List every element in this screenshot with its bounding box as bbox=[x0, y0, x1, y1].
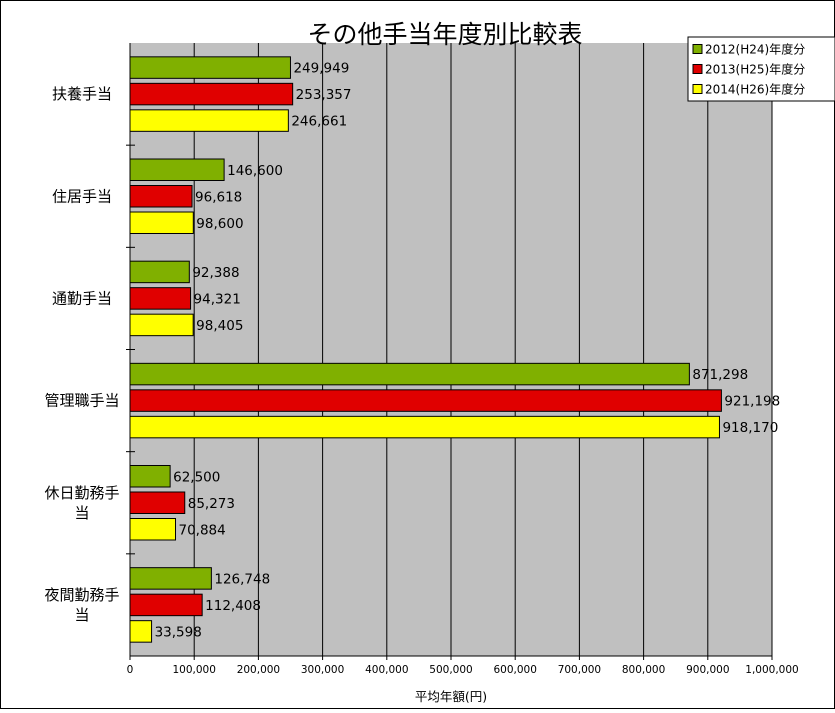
category-label: 住居手当 bbox=[52, 187, 112, 205]
data-label: 92,388 bbox=[192, 265, 239, 281]
x-axis-title: 平均年額(円) bbox=[415, 689, 487, 704]
category-label: 休日勤務手 bbox=[44, 484, 119, 502]
legend-items: 2012(H24)年度分 2013(H25)年度分 2014(H26)年度分 bbox=[692, 42, 805, 97]
bar bbox=[129, 362, 690, 386]
bar bbox=[129, 415, 720, 439]
data-label: 96,618 bbox=[195, 189, 242, 205]
category-label: 夜間勤務手 bbox=[44, 586, 119, 604]
bar bbox=[129, 158, 225, 181]
category-label: 扶養手当 bbox=[52, 85, 112, 103]
x-tick-label: 1,000,000 bbox=[745, 664, 798, 676]
legend-box bbox=[687, 36, 835, 102]
data-label: 246,661 bbox=[291, 114, 347, 130]
bar bbox=[129, 185, 193, 208]
bar-layer bbox=[129, 56, 722, 643]
category-label: 管理職手当 bbox=[44, 392, 119, 410]
x-tick-label: 500,000 bbox=[429, 664, 472, 676]
data-label: 146,600 bbox=[227, 163, 283, 179]
legend: 2012(H24)年度分 2013(H25)年度分 2014(H26)年度分 bbox=[687, 36, 835, 102]
data-label: 70,884 bbox=[179, 522, 226, 538]
axis-layer: 0 100,000 200,000 300,000 400,000 500,000 600,… bbox=[44, 43, 799, 676]
x-tick-label: 0 bbox=[127, 664, 134, 676]
bar bbox=[129, 518, 177, 541]
category-label: 通勤手当 bbox=[52, 289, 112, 307]
data-label: 94,321 bbox=[194, 291, 241, 307]
data-label: 249,949 bbox=[293, 61, 349, 77]
legend-swatch bbox=[692, 64, 703, 74]
bar bbox=[129, 211, 194, 234]
bar bbox=[129, 287, 192, 310]
data-label: 98,600 bbox=[196, 216, 243, 232]
bar bbox=[129, 620, 153, 643]
data-label: 112,408 bbox=[205, 598, 261, 614]
bar bbox=[129, 109, 289, 132]
data-label: 921,198 bbox=[724, 394, 780, 410]
data-label: 871,298 bbox=[692, 367, 748, 383]
chart-title: その他手当年度別比較表 bbox=[307, 20, 582, 49]
bar bbox=[129, 491, 186, 514]
legend-swatch bbox=[692, 84, 703, 94]
data-label: 253,357 bbox=[296, 87, 352, 103]
bar bbox=[129, 389, 722, 412]
x-tick-label: 200,000 bbox=[237, 664, 280, 676]
legend-label: 2012(H24)年度分 bbox=[705, 42, 805, 57]
x-tick-label: 700,000 bbox=[558, 664, 601, 676]
x-tick-label: 100,000 bbox=[172, 664, 215, 676]
x-tick-label: 900,000 bbox=[686, 664, 729, 676]
grid-lines bbox=[193, 43, 773, 656]
bar bbox=[129, 567, 212, 590]
data-label: 85,273 bbox=[188, 496, 235, 512]
x-tick-label: 800,000 bbox=[622, 664, 665, 676]
data-label-layer: 249,949 146,600 92,388 871,298 62,500 126,748… bbox=[155, 61, 781, 641]
data-label: 126,748 bbox=[214, 571, 270, 587]
category-label: 当 bbox=[74, 504, 89, 522]
x-tick-label: 300,000 bbox=[301, 664, 344, 676]
bar bbox=[129, 313, 194, 337]
bar bbox=[129, 465, 171, 488]
category-label: 当 bbox=[74, 606, 89, 624]
x-tick-label: 400,000 bbox=[365, 664, 408, 676]
bar bbox=[129, 260, 190, 284]
bar bbox=[129, 56, 291, 79]
data-label: 62,500 bbox=[173, 469, 220, 485]
bar bbox=[129, 593, 203, 617]
legend-label: 2014(H26)年度分 bbox=[705, 82, 805, 97]
data-label: 918,170 bbox=[722, 420, 778, 436]
legend-label: 2013(H25)年度分 bbox=[705, 62, 805, 77]
x-tick-label: 600,000 bbox=[493, 664, 536, 676]
bar bbox=[129, 82, 294, 106]
legend-swatch bbox=[692, 44, 703, 54]
data-label: 98,405 bbox=[196, 318, 243, 334]
data-label: 33,598 bbox=[155, 624, 202, 640]
